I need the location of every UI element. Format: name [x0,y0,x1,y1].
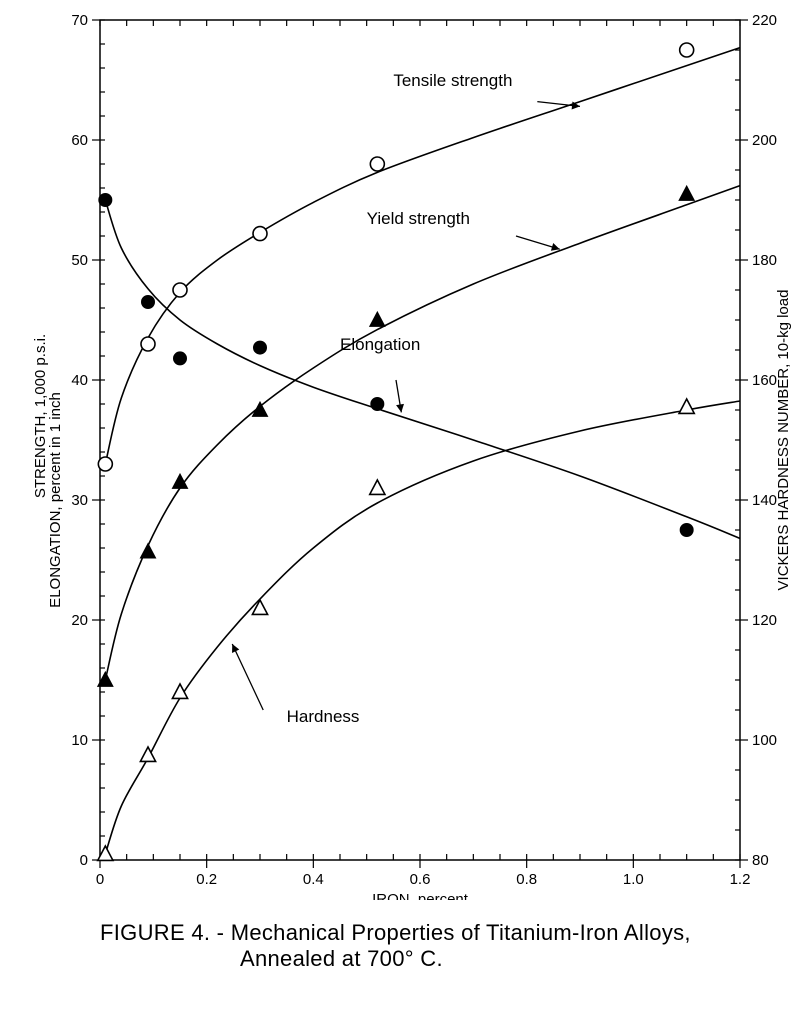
x-tick-label: 0 [96,871,104,888]
x-tick-label: 0.8 [516,871,537,888]
y-right-tick-label: 120 [752,612,777,629]
y-left-tick-label: 40 [71,372,88,389]
marker-elongation [99,194,112,207]
figure-page: 0 0.2 0.4 0.6 0.8 1.0 1.2 IRON, percent 0 10 20 30 4… [0,0,800,1010]
marker-tensile [370,157,384,171]
y-left-tick-label: 60 [71,132,88,149]
x-tick-label: 0.6 [410,871,431,888]
y-left-tick-label: 50 [71,252,88,269]
y-left-tick-label: 20 [71,612,88,629]
curve-yield [105,186,740,680]
marker-elongation [142,296,155,309]
y-right-tick-label: 200 [752,132,777,149]
label-arrow [232,644,263,710]
curve-hardness [105,401,740,854]
y-right-tick-label: 100 [752,732,777,749]
caption-line-2: Annealed at 700° C. [100,946,800,972]
marker-hardness [679,399,694,413]
y-left-tick-label: 30 [71,492,88,509]
curve-elongation [105,200,740,538]
marker-elongation [254,341,267,354]
x-tick-label: 1.0 [623,871,644,888]
caption-line-1: FIGURE 4. - Mechanical Properties of Tit… [100,920,800,946]
y-left-axis-label-2: ELONGATION, percent in 1 inch [47,392,64,608]
y-right-tick-label: 80 [752,852,769,869]
marker-yield [252,402,267,416]
marker-elongation [174,352,187,365]
series-label-yield: Yield strength [367,209,470,228]
marker-tensile [141,337,155,351]
label-arrow-head [551,243,560,251]
y-right-axis-label: VICKERS HARDNESS NUMBER, 10-kg load [775,290,792,591]
marker-hardness [252,600,267,614]
marker-elongation [680,524,693,537]
x-axis-label: IRON, percent [372,891,469,900]
y-right-tick-label: 220 [752,12,777,29]
y-right-tick-label: 140 [752,492,777,509]
marker-tensile [680,43,694,57]
marker-elongation [371,398,384,411]
series-label-tensile: Tensile strength [393,71,512,90]
y-left-tick-label: 10 [71,732,88,749]
marker-yield [679,186,694,200]
x-tick-label: 1.2 [730,871,751,888]
series-label-hardness: Hardness [287,707,360,726]
plot-frame [100,20,740,860]
chart-svg: 0 0.2 0.4 0.6 0.8 1.0 1.2 IRON, percent 0 10 20 30 4… [0,0,800,900]
curve-tensile [105,48,740,464]
y-left-tick-label: 70 [71,12,88,29]
marker-yield [140,544,155,558]
x-tick-label: 0.4 [303,871,324,888]
figure-caption: FIGURE 4. - Mechanical Properties of Tit… [100,920,800,972]
y-right-tick-label: 160 [752,372,777,389]
label-arrow-head [396,404,404,413]
marker-tensile [253,227,267,241]
x-tick-label: 0.2 [196,871,217,888]
marker-yield [370,312,385,326]
marker-hardness [370,480,385,494]
series-label-elongation: Elongation [340,335,420,354]
marker-tensile [173,283,187,297]
y-left-tick-label: 0 [80,852,88,869]
y-right-tick-label: 180 [752,252,777,269]
marker-tensile [98,457,112,471]
